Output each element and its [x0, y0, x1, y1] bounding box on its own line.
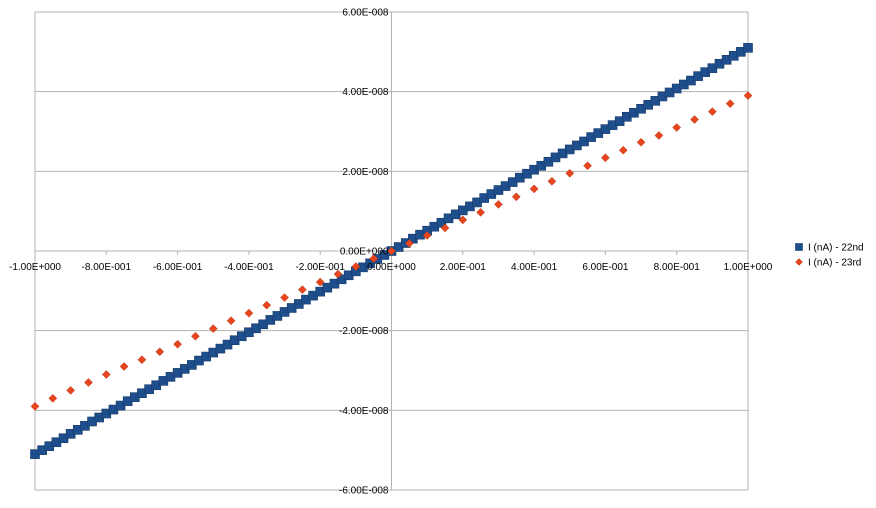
- series-1-point-26: [494, 200, 503, 209]
- series-1-point-33: [618, 145, 628, 155]
- x-tick-label-3: -4.00E-001: [224, 262, 274, 273]
- series-1-point-12: [244, 308, 254, 318]
- series-1-point-22: [422, 231, 432, 240]
- series-1-point-30: [565, 168, 575, 178]
- y-tick-label-0: -6.00E-008: [339, 486, 389, 497]
- series-1-point-0: [30, 401, 40, 411]
- x-tick-label-2: -6.00E-001: [153, 262, 203, 273]
- series-0: [30, 43, 753, 459]
- series-1-point-14: [280, 293, 289, 302]
- x-tick-label-10: 1.00E+000: [724, 262, 773, 273]
- series-1-point-13: [262, 300, 272, 310]
- y-tick-label-3: 0.00E+000: [340, 247, 389, 258]
- series-1-point-38: [707, 107, 717, 116]
- series-1-point-19: [369, 254, 379, 263]
- series-1-point-24: [458, 215, 468, 225]
- legend-label-1: I (nA) - 23rd: [808, 258, 861, 269]
- legend-label-0: I (nA) - 22nd: [808, 243, 864, 254]
- series-1-point-27: [511, 192, 521, 202]
- x-tick-label-1: -8.00E-001: [82, 262, 132, 273]
- series-1-point-35: [654, 131, 664, 140]
- series-1-point-18: [351, 262, 361, 271]
- y-tick-label-5: 4.00E-008: [342, 87, 389, 98]
- y-tick-labels: -6.00E-008 -4.00E-008 -2.00E-008 0.00E+000 2…: [339, 8, 389, 497]
- series-1-point-40: [743, 91, 753, 101]
- series-1-point-15: [298, 285, 307, 294]
- series-1-point-34: [636, 137, 646, 147]
- legend: I (nA) - 22nd I (nA) - 23rd: [795, 243, 864, 269]
- series-1-point-2: [66, 386, 76, 395]
- series-1-point-5: [119, 362, 129, 371]
- series-1-point-8: [173, 339, 182, 349]
- series-1-point-3: [84, 378, 93, 387]
- x-tick-label-4: -2.00E-001: [295, 262, 345, 273]
- x-tick-label-7: 4.00E-001: [511, 262, 558, 273]
- series-1-point-17: [333, 269, 343, 279]
- series-1-point-7: [155, 347, 165, 357]
- y-tick-label-6: 6.00E-008: [342, 8, 389, 19]
- series-1-point-25: [476, 208, 485, 217]
- x-tick-label-6: 2.00E-001: [440, 262, 487, 273]
- x-tick-label-5: 0.00E+000: [367, 262, 416, 273]
- x-tick-labels: -1.00E+000 -8.00E-001 -6.00E-001 -4.00E-001…: [9, 262, 773, 273]
- series-1-point-32: [601, 153, 610, 163]
- y-tick-label-4: 2.00E-008: [342, 167, 389, 178]
- series-layer: [30, 43, 753, 459]
- series-1: [30, 91, 753, 411]
- series-1-point-39: [725, 99, 735, 108]
- series-1-point-29: [547, 176, 557, 186]
- series-1-point-6: [137, 355, 147, 365]
- series-1-point-37: [690, 115, 699, 124]
- series-1-point-9: [191, 331, 200, 341]
- series-1-point-10: [208, 324, 218, 334]
- series-1-point-4: [101, 370, 111, 379]
- x-tick-label-8: 6.00E-001: [582, 262, 629, 273]
- legend-marker-0: [795, 243, 803, 251]
- y-tick-label-2: -2.00E-008: [339, 326, 389, 337]
- series-1-point-36: [672, 123, 682, 132]
- x-tick-label-0: -1.00E+000: [9, 262, 61, 273]
- series-1-point-11: [226, 316, 236, 326]
- series-1-point-20: [387, 246, 396, 256]
- y-tick-label-1: -4.00E-008: [339, 406, 389, 417]
- series-1-point-28: [529, 184, 539, 194]
- series-1-point-31: [583, 161, 592, 171]
- legend-marker-1: [795, 258, 803, 266]
- series-1-point-23: [440, 223, 450, 233]
- series-1-point-1: [48, 394, 58, 403]
- series-1-point-16: [315, 277, 325, 287]
- series-1-point-21: [404, 239, 414, 248]
- series-0-point-100: [743, 43, 753, 53]
- x-tick-label-9: 8.00E-001: [654, 262, 701, 273]
